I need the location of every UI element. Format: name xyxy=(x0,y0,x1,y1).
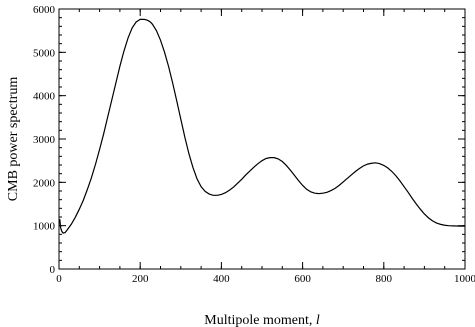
x-axis-label-italic: l xyxy=(316,313,320,327)
y-tick-label: 6000 xyxy=(33,4,56,16)
major-ticks xyxy=(58,8,466,270)
y-tick-label: 0 xyxy=(50,264,56,276)
x-tick-label: 800 xyxy=(376,273,393,285)
y-tick-label: 1000 xyxy=(33,221,56,233)
power-spectrum-curve xyxy=(59,18,465,234)
y-axis-label: CMB power spectrum xyxy=(6,77,21,202)
y-tick-label: 2000 xyxy=(33,177,56,189)
x-tick-label: 0 xyxy=(56,273,62,285)
plot-frame xyxy=(58,8,466,270)
x-tick-label: 1000 xyxy=(454,273,475,285)
y-tick-label: 5000 xyxy=(33,47,56,59)
x-tick-labels: 0 200 400 600 800 1000 xyxy=(56,273,475,285)
x-tick-label: 600 xyxy=(294,273,311,285)
x-axis-label: Multipole moment, l xyxy=(204,313,320,327)
x-tick-label: 200 xyxy=(132,273,149,285)
y-tick-labels: 0 1000 2000 3000 4000 5000 6000 xyxy=(33,4,56,276)
y-tick-label: 3000 xyxy=(33,134,56,146)
x-tick-label: 400 xyxy=(213,273,230,285)
x-axis-label-text: Multipole moment, xyxy=(204,313,316,327)
y-tick-label: 4000 xyxy=(33,91,56,103)
minor-ticks xyxy=(58,8,466,270)
